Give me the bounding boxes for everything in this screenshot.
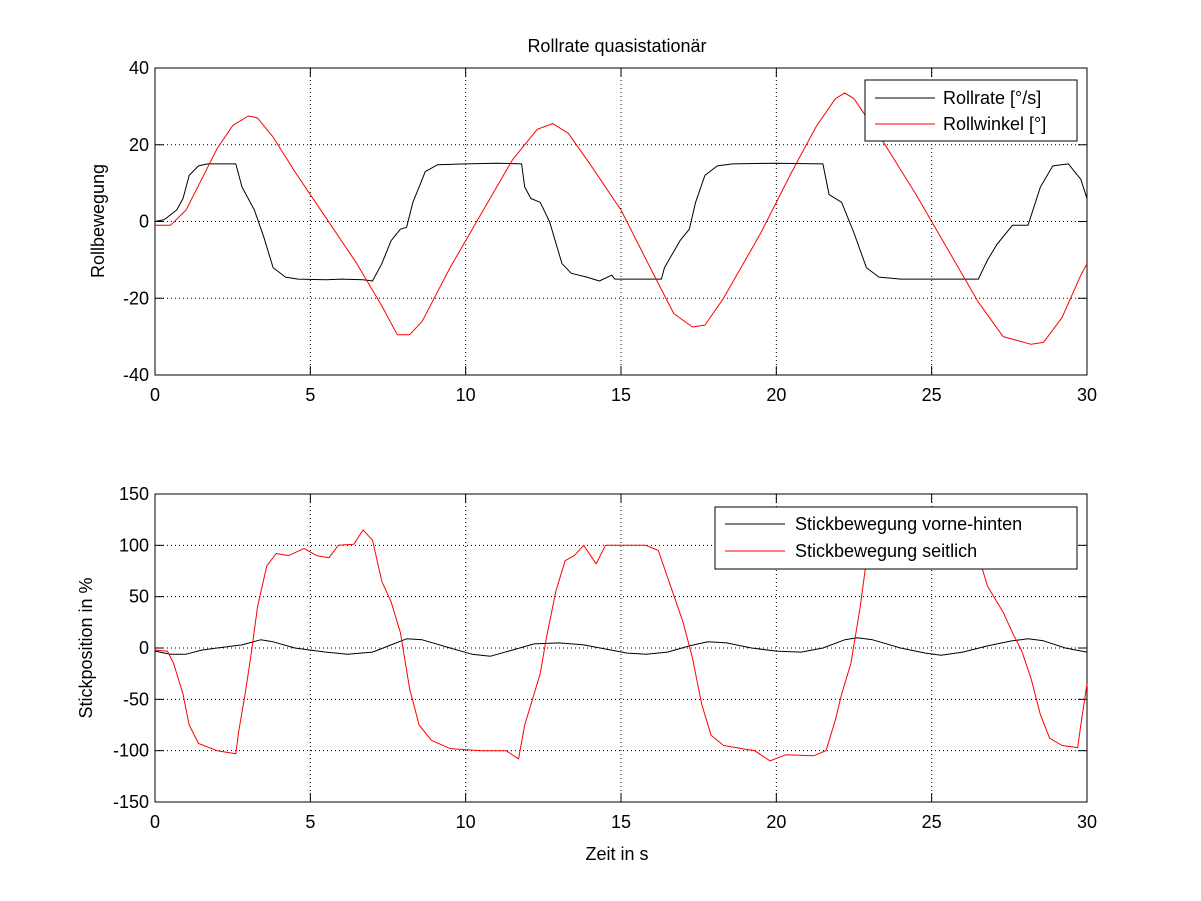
top-ytick-label: -20 (123, 288, 149, 308)
bottom-series-line-0 (154, 637, 1088, 657)
bottom-ytick-label: 150 (119, 484, 149, 504)
top-xtick-label: 20 (766, 385, 786, 405)
roll-subplot: 0 5 10 15 20 25 30 -40 -20 0 20 40 Rollrate quasist… (88, 36, 1097, 405)
top-xtick-label: 15 (611, 385, 631, 405)
bottom-legend: Stickbewegung vorne-hinten Stickbewegung… (714, 506, 1078, 570)
bottom-xtick-label: 30 (1077, 812, 1097, 832)
stick-subplot: 0 5 10 15 20 25 30 -150 -100 -50 0 50 100 150 Zeit in… (76, 484, 1097, 864)
bottom-xtick-label: 25 (922, 812, 942, 832)
top-ytick-label: 20 (129, 135, 149, 155)
bottom-xtick-label: 5 (305, 812, 315, 832)
top-xtick-label: 25 (922, 385, 942, 405)
bottom-xtick-label: 20 (766, 812, 786, 832)
legend-label-seitlich: Stickbewegung seitlich (795, 541, 977, 561)
bottom-ytick-label: 0 (139, 638, 149, 658)
bottom-xtick-label: 0 (150, 812, 160, 832)
bottom-ytick-label: -150 (113, 792, 149, 812)
bottom-x-axis-label: Zeit in s (585, 844, 648, 864)
bottom-ytick-label: -50 (123, 689, 149, 709)
top-chart-title: Rollrate quasistationär (527, 36, 706, 56)
top-xtick-label: 30 (1077, 385, 1097, 405)
top-xtick-label: 0 (150, 385, 160, 405)
bottom-xtick-label: 10 (456, 812, 476, 832)
top-xtick-label: 10 (456, 385, 476, 405)
legend-label-rollwinkel: Rollwinkel [°] (943, 114, 1046, 134)
bottom-legend-box (714, 506, 1078, 570)
top-ticks: 0 5 10 15 20 25 30 -40 -20 0 20 40 (123, 58, 1097, 405)
top-ytick-label: 40 (129, 58, 149, 78)
top-ytick-label: 0 (139, 212, 149, 232)
legend-label-rollrate: Rollrate [°/s] (943, 88, 1041, 108)
bottom-ticks: 0 5 10 15 20 25 30 -150 -100 -50 0 50 100 150 (113, 484, 1097, 832)
legend-label-vorne-hinten: Stickbewegung vorne-hinten (795, 514, 1022, 534)
top-legend-box (864, 79, 1078, 142)
bottom-ytick-label: 50 (129, 587, 149, 607)
bottom-y-axis-label: Stickposition in % (76, 577, 96, 718)
top-y-axis-label: Rollbewegung (88, 164, 108, 278)
top-ytick-label: -40 (123, 365, 149, 385)
top-xtick-label: 5 (305, 385, 315, 405)
top-series-line-0 (154, 162, 1088, 282)
top-series-line-1 (155, 92, 1088, 345)
top-series-lines (154, 92, 1088, 345)
bottom-ytick-label: 100 (119, 535, 149, 555)
bottom-ytick-label: -100 (113, 741, 149, 761)
top-legend: Rollrate [°/s] Rollwinkel [°] (864, 79, 1078, 142)
bottom-xtick-label: 15 (611, 812, 631, 832)
